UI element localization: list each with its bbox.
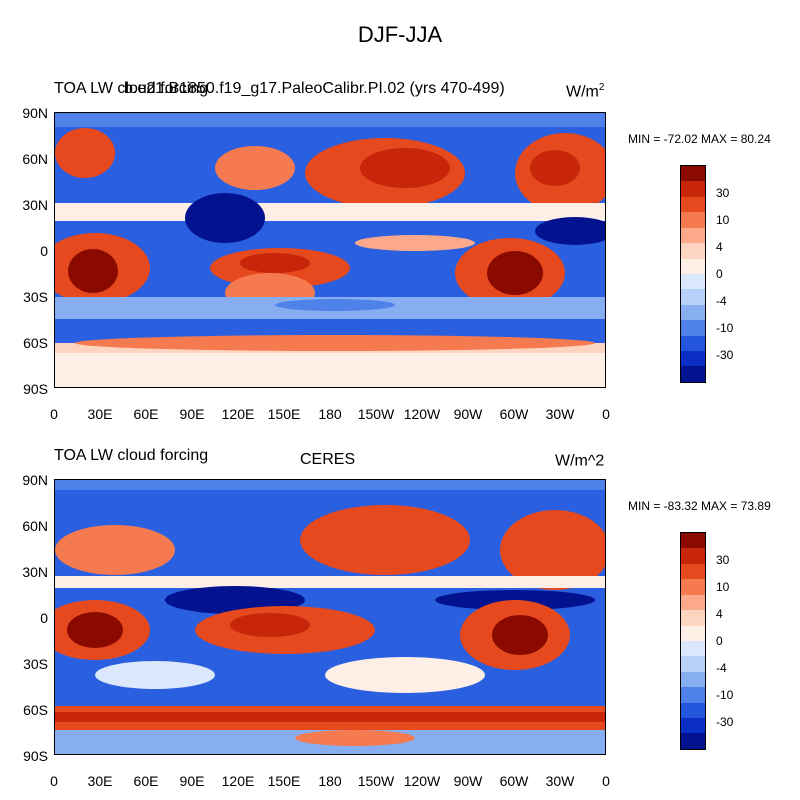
lon-label: 150E — [267, 773, 301, 789]
colorbar-swatch — [681, 656, 705, 672]
panel-left-title: TOA LW cloud forcing — [54, 80, 209, 97]
lon-label: 180 — [318, 773, 342, 789]
colorbar-swatch — [681, 166, 705, 182]
lon-label: 90E — [179, 773, 205, 789]
lon-label: 30W — [545, 406, 575, 422]
map-plot — [54, 479, 606, 755]
lon-label: 60W — [499, 773, 529, 789]
lon-label: 0 — [50, 406, 58, 422]
panel-center-title: b.e21.B1850.f19_g17.PaleoCalibr.PI.02 (y… — [124, 80, 505, 97]
colorbar-swatch — [681, 304, 705, 321]
map-plot — [54, 112, 606, 388]
lat-label: 90N — [22, 472, 48, 488]
lon-label: 60E — [133, 773, 159, 789]
panel-center-title: CERES — [300, 451, 356, 468]
colorbar-label: 30 — [716, 186, 730, 200]
colorbar-swatch — [681, 366, 705, 382]
lon-label: 90W — [453, 406, 483, 422]
lon-label: 30E — [87, 773, 113, 789]
min-max-label: MIN = -72.02 MAX = 80.24 — [628, 132, 771, 146]
colorbar-label: 10 — [716, 213, 730, 227]
colorbar-label: -10 — [716, 688, 734, 702]
colorbar-label: 0 — [716, 634, 723, 648]
map-field-model — [55, 113, 605, 387]
colorbar-label: -30 — [716, 715, 734, 729]
lat-label: 0 — [40, 610, 48, 626]
map-field-ceres — [55, 480, 605, 754]
colorbar-swatch — [681, 289, 705, 305]
lon-label: 0 — [602, 773, 610, 789]
lat-label: 90N — [22, 105, 48, 121]
colorbar-swatch — [681, 351, 705, 367]
lon-label: 0 — [50, 773, 58, 789]
colorbar-swatch — [681, 733, 705, 749]
lon-label: 90W — [453, 773, 483, 789]
lat-label: 60S — [23, 702, 48, 718]
lat-label: 60N — [22, 518, 48, 534]
min-max-label: MIN = -83.32 MAX = 73.89 — [628, 499, 771, 513]
lat-label: 60S — [23, 335, 48, 351]
colorbar-label: -30 — [716, 348, 734, 362]
colorbar-swatch — [681, 640, 705, 657]
colorbar-swatch — [681, 212, 705, 228]
lat-label: 30N — [22, 197, 48, 213]
colorbar-label: 10 — [716, 580, 730, 594]
panel-units: W/m^2 — [555, 452, 605, 470]
lon-label: 60E — [133, 406, 159, 422]
lat-label: 60N — [22, 151, 48, 167]
lon-label: 60W — [499, 406, 529, 422]
lon-label: 30W — [545, 773, 575, 789]
colorbar-label: -4 — [716, 294, 727, 308]
colorbar-swatch — [681, 181, 705, 197]
lon-label: 150E — [267, 406, 301, 422]
colorbar-swatch — [681, 610, 705, 626]
lon-label: 120W — [403, 406, 441, 422]
lon-label: 120W — [403, 773, 441, 789]
colorbar-label: 0 — [716, 267, 723, 281]
lat-label: 90S — [23, 381, 48, 397]
colorbar-swatch — [681, 335, 705, 352]
colorbar-swatch — [681, 533, 705, 549]
lon-label: 120E — [221, 406, 255, 422]
colorbar-swatch — [681, 196, 705, 213]
panel-left-title: TOA LW cloud forcing — [54, 447, 209, 464]
lat-label: 30S — [23, 289, 48, 305]
colorbar-label: -4 — [716, 661, 727, 675]
colorbar-swatch — [681, 594, 705, 611]
lat-label: 30N — [22, 564, 48, 580]
lat-label: 0 — [40, 243, 48, 259]
colorbar — [680, 165, 706, 383]
lon-label: 150W — [357, 773, 395, 789]
colorbar-swatch — [681, 548, 705, 564]
lon-label: 150W — [357, 406, 395, 422]
lat-label: 90S — [23, 748, 48, 764]
panel-units: W/m2 — [566, 82, 605, 101]
colorbar-label: -10 — [716, 321, 734, 335]
colorbar-swatch — [681, 687, 705, 703]
lon-label: 120E — [221, 773, 255, 789]
colorbar — [680, 532, 706, 750]
colorbar-swatch — [681, 625, 705, 641]
colorbar-swatch — [681, 243, 705, 259]
colorbar-label: 30 — [716, 553, 730, 567]
colorbar-swatch — [681, 563, 705, 580]
colorbar-swatch — [681, 227, 705, 244]
lon-label: 0 — [602, 406, 610, 422]
colorbar-swatch — [681, 579, 705, 595]
colorbar-swatch — [681, 258, 705, 274]
lat-label: 30S — [23, 656, 48, 672]
colorbar-swatch — [681, 718, 705, 734]
colorbar-label: 4 — [716, 607, 723, 621]
figure-title: DJF-JJA — [357, 22, 443, 47]
lon-label: 30E — [87, 406, 113, 422]
colorbar-swatch — [681, 671, 705, 688]
colorbar-label: 4 — [716, 240, 723, 254]
colorbar-swatch — [681, 320, 705, 336]
colorbar-swatch — [681, 702, 705, 719]
lon-label: 180 — [318, 406, 342, 422]
lon-label: 90E — [179, 406, 205, 422]
colorbar-swatch — [681, 273, 705, 290]
